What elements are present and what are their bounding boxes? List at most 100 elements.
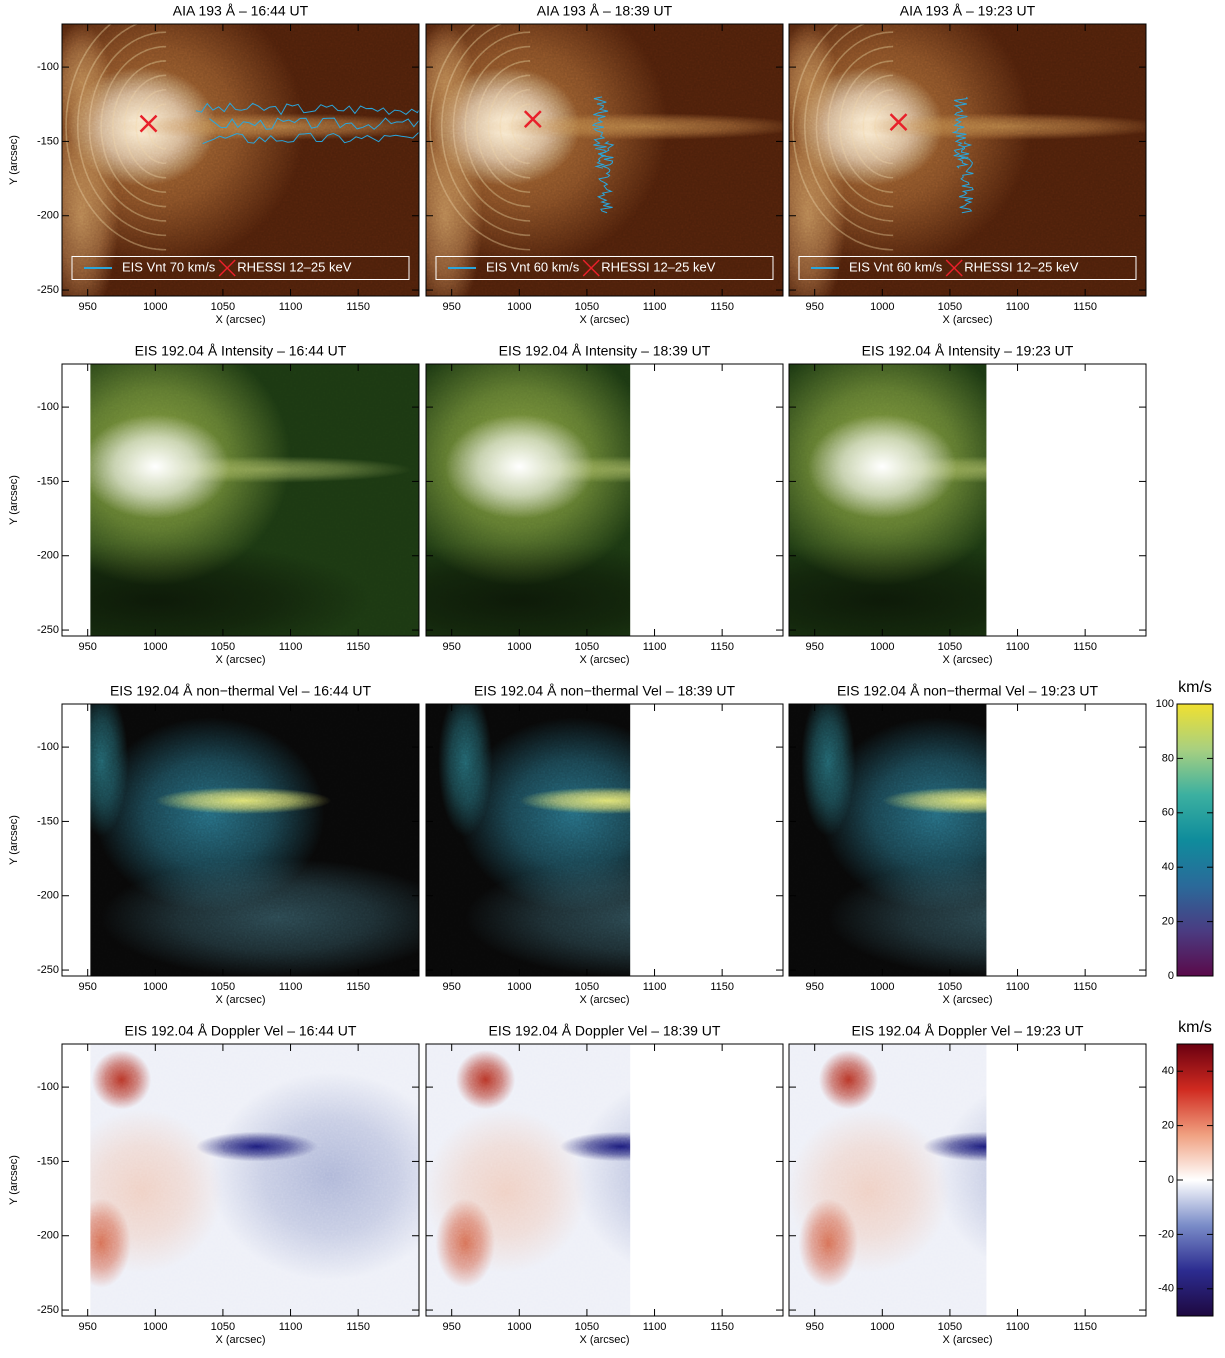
x-tick-label: 950 — [79, 301, 97, 313]
contour — [202, 132, 419, 145]
contour — [209, 117, 419, 130]
panel: 950 1000 1050 1100 1150 -250 -200 -150 -100 EIS 1… — [8, 1023, 420, 1346]
x-tick-label: 1000 — [507, 1321, 531, 1333]
image-map — [789, 364, 987, 636]
x-tick-label: 1150 — [1073, 301, 1097, 313]
x-tick-label: 1150 — [1073, 981, 1097, 993]
colorbar: 0 20 40 60 80 100 km/s — [1156, 679, 1214, 982]
rhessi-marker — [523, 110, 542, 129]
colorbar-label: km/s — [1178, 1019, 1212, 1036]
y-axis-label: Y (arcsec) — [8, 475, 20, 525]
x-tick-label: 950 — [79, 981, 97, 993]
y-axis-label: Y (arcsec) — [8, 1155, 20, 1205]
x-tick-label: 1050 — [938, 981, 962, 993]
rhessi-marker — [139, 114, 158, 133]
y-axis-label: Y (arcsec) — [8, 135, 20, 185]
x-tick-label: 1100 — [279, 1321, 303, 1333]
image-noise — [789, 24, 1146, 296]
x-axis-label: X (arcsec) — [942, 654, 992, 666]
image-map — [789, 704, 987, 976]
x-tick-label: 1100 — [643, 641, 667, 653]
y-tick-label: -250 — [37, 624, 59, 636]
x-axis-label: X (arcsec) — [942, 994, 992, 1006]
image-noise — [62, 24, 419, 296]
panel-title: EIS 192.04 Å Intensity – 16:44 UT — [135, 343, 347, 359]
image-map — [789, 24, 1146, 296]
image-map — [426, 24, 783, 296]
x-tick-label: 950 — [443, 981, 461, 993]
panel: EIS Vnt 60 km/s RHESSI 12–25 keV 950 1000 10… — [425, 3, 784, 326]
x-tick-label: 1050 — [211, 301, 235, 313]
x-tick-label: 950 — [806, 981, 824, 993]
y-tick-label: -100 — [37, 401, 59, 413]
legend-label: EIS Vnt 60 km/s — [849, 259, 943, 274]
x-tick-label: 950 — [443, 301, 461, 313]
image-noise — [426, 24, 783, 296]
y-tick-label: -200 — [37, 1230, 59, 1242]
x-tick-label: 1100 — [279, 301, 303, 313]
x-tick-label: 1150 — [346, 1321, 370, 1333]
x-tick-label: 1000 — [507, 301, 531, 313]
plot-frame — [788, 1043, 1147, 1317]
x-axis-label: X (arcsec) — [579, 314, 629, 326]
x-axis-label: X (arcsec) — [942, 314, 992, 326]
colorbar-tick-label: 60 — [1162, 807, 1174, 819]
colorbar-tick-label: 20 — [1162, 1120, 1174, 1132]
x-tick-label: 1050 — [211, 1321, 235, 1333]
legend-label: RHESSI 12–25 keV — [964, 259, 1079, 274]
x-tick-label: 1000 — [507, 981, 531, 993]
legend-swatch — [582, 259, 600, 277]
y-tick-label: -100 — [37, 1081, 59, 1093]
panel-title: AIA 193 Å – 19:23 UT — [900, 3, 1036, 19]
panel-title: EIS 192.04 Å non−thermal Vel – 19:23 UT — [837, 683, 1099, 699]
image-map — [90, 704, 419, 976]
y-tick-label: -250 — [37, 1304, 59, 1316]
y-tick-label: -200 — [37, 210, 59, 222]
x-tick-label: 1050 — [575, 641, 599, 653]
image-noise — [426, 1044, 631, 1316]
x-tick-label: 950 — [443, 1321, 461, 1333]
y-tick-label: -150 — [37, 475, 59, 487]
image-map — [90, 1044, 419, 1316]
panel-title: AIA 193 Å – 16:44 UT — [173, 3, 309, 19]
x-tick-label: 950 — [79, 641, 97, 653]
x-tick-label: 1100 — [643, 981, 667, 993]
x-tick-label: 1150 — [346, 641, 370, 653]
legend-swatch — [945, 259, 963, 277]
x-tick-label: 1000 — [143, 1321, 167, 1333]
panel-title: EIS 192.04 Å Doppler Vel – 19:23 UT — [852, 1023, 1084, 1039]
panel-title: EIS 192.04 Å non−thermal Vel – 18:39 UT — [474, 683, 736, 699]
x-axis-label: X (arcsec) — [215, 994, 265, 1006]
image-noise — [426, 364, 631, 636]
y-tick-label: -150 — [37, 815, 59, 827]
x-axis-label: X (arcsec) — [215, 314, 265, 326]
x-axis-label: X (arcsec) — [215, 1334, 265, 1346]
plot-frame — [788, 703, 1147, 977]
y-tick-label: -100 — [37, 741, 59, 753]
panel-title: AIA 193 Å – 18:39 UT — [537, 3, 673, 19]
legend-label: EIS Vnt 70 km/s — [122, 259, 216, 274]
x-tick-label: 1050 — [211, 981, 235, 993]
plot-frame — [425, 1043, 784, 1317]
x-tick-label: 1150 — [346, 301, 370, 313]
legend-box — [435, 256, 774, 280]
panel-title: EIS 192.04 Å Intensity – 19:23 UT — [862, 343, 1074, 359]
image-map — [426, 364, 631, 636]
y-tick-label: -250 — [37, 964, 59, 976]
plot-frame — [61, 363, 420, 637]
legend-box — [71, 256, 410, 280]
panel: 950 1000 1050 1100 1150 EIS 192.04 Å non−ther… — [425, 683, 784, 1006]
image-map — [426, 704, 631, 976]
image-noise — [90, 704, 419, 976]
x-tick-label: 950 — [806, 301, 824, 313]
plot-frame — [61, 703, 420, 977]
x-tick-label: 1150 — [346, 981, 370, 993]
image-noise — [90, 364, 419, 636]
colorbar-tick-label: 0 — [1168, 970, 1174, 982]
x-tick-label: 950 — [806, 641, 824, 653]
y-tick-label: -150 — [37, 135, 59, 147]
image-map — [789, 1044, 987, 1316]
panel-title: EIS 192.04 Å Doppler Vel – 16:44 UT — [125, 1023, 357, 1039]
x-tick-label: 1150 — [710, 641, 734, 653]
